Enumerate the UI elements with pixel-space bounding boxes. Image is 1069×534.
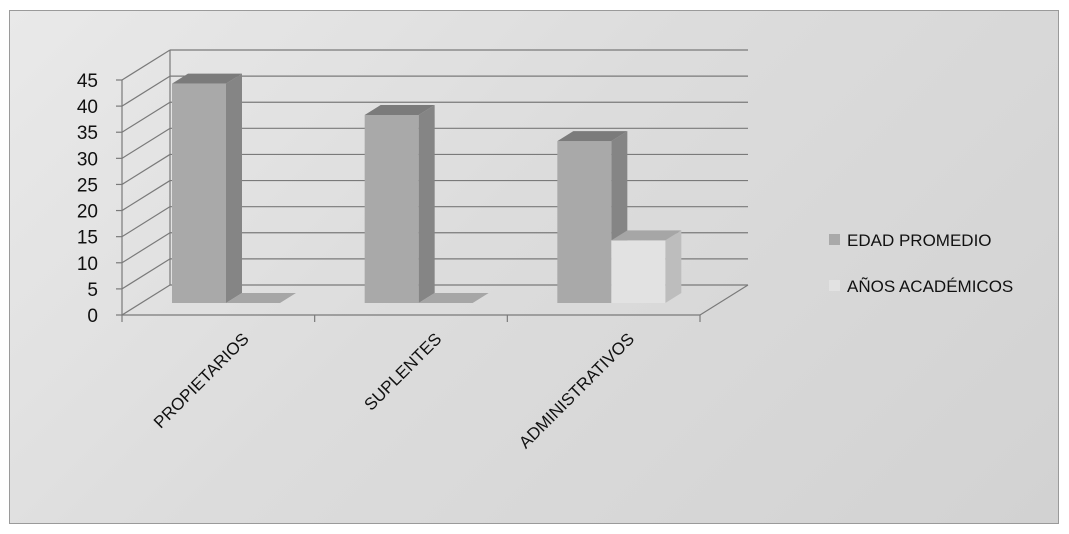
- bar-top: [611, 230, 682, 241]
- side-wall-gridline: [121, 127, 171, 159]
- y-tick-label: 0: [87, 306, 98, 327]
- y-tick-label: 25: [77, 175, 98, 196]
- legend-swatch: [829, 280, 840, 291]
- side-wall-gridline: [121, 284, 171, 316]
- y-tick-label: 30: [77, 149, 98, 170]
- y-tick-label: 15: [77, 228, 98, 249]
- legend-label: AÑOS ACADÉMICOS: [847, 277, 1013, 296]
- bar-top: [418, 293, 489, 303]
- side-wall-gridline: [121, 180, 171, 212]
- bar-side: [418, 105, 435, 303]
- side-wall-gridline: [121, 101, 171, 133]
- bar-side: [665, 230, 682, 303]
- category-label: SUPLENTES: [360, 329, 445, 414]
- side-wall-gridline: [121, 258, 171, 290]
- category-label: ADMINISTRATIVOS: [515, 329, 638, 452]
- category-label: PROPIETARIOS: [150, 329, 253, 432]
- bar-top: [226, 293, 296, 303]
- y-tick-label: 45: [77, 71, 98, 92]
- y-tick-label: 40: [77, 97, 98, 118]
- bar-top: [364, 105, 435, 115]
- side-wall-gridline: [121, 232, 171, 264]
- side-wall-gridline: [121, 75, 171, 107]
- y-tick-label: 10: [77, 254, 98, 275]
- bar-top: [172, 73, 242, 84]
- floor-edge-line: [699, 284, 749, 316]
- legend-swatch: [829, 234, 840, 245]
- side-wall-gridline: [121, 206, 171, 238]
- y-tick-label: 20: [77, 202, 98, 223]
- bar-side: [226, 73, 242, 304]
- bar-top: [557, 131, 628, 142]
- side-wall-gridline: [121, 153, 171, 185]
- y-tick-label: 5: [87, 280, 98, 301]
- legend-label: EDAD PROMEDIO: [847, 231, 992, 250]
- bar: [611, 240, 666, 303]
- bar: [557, 141, 612, 303]
- bar: [364, 115, 419, 303]
- side-wall-gridline: [121, 49, 171, 81]
- bar: [172, 83, 226, 304]
- y-tick-label: 35: [77, 123, 98, 144]
